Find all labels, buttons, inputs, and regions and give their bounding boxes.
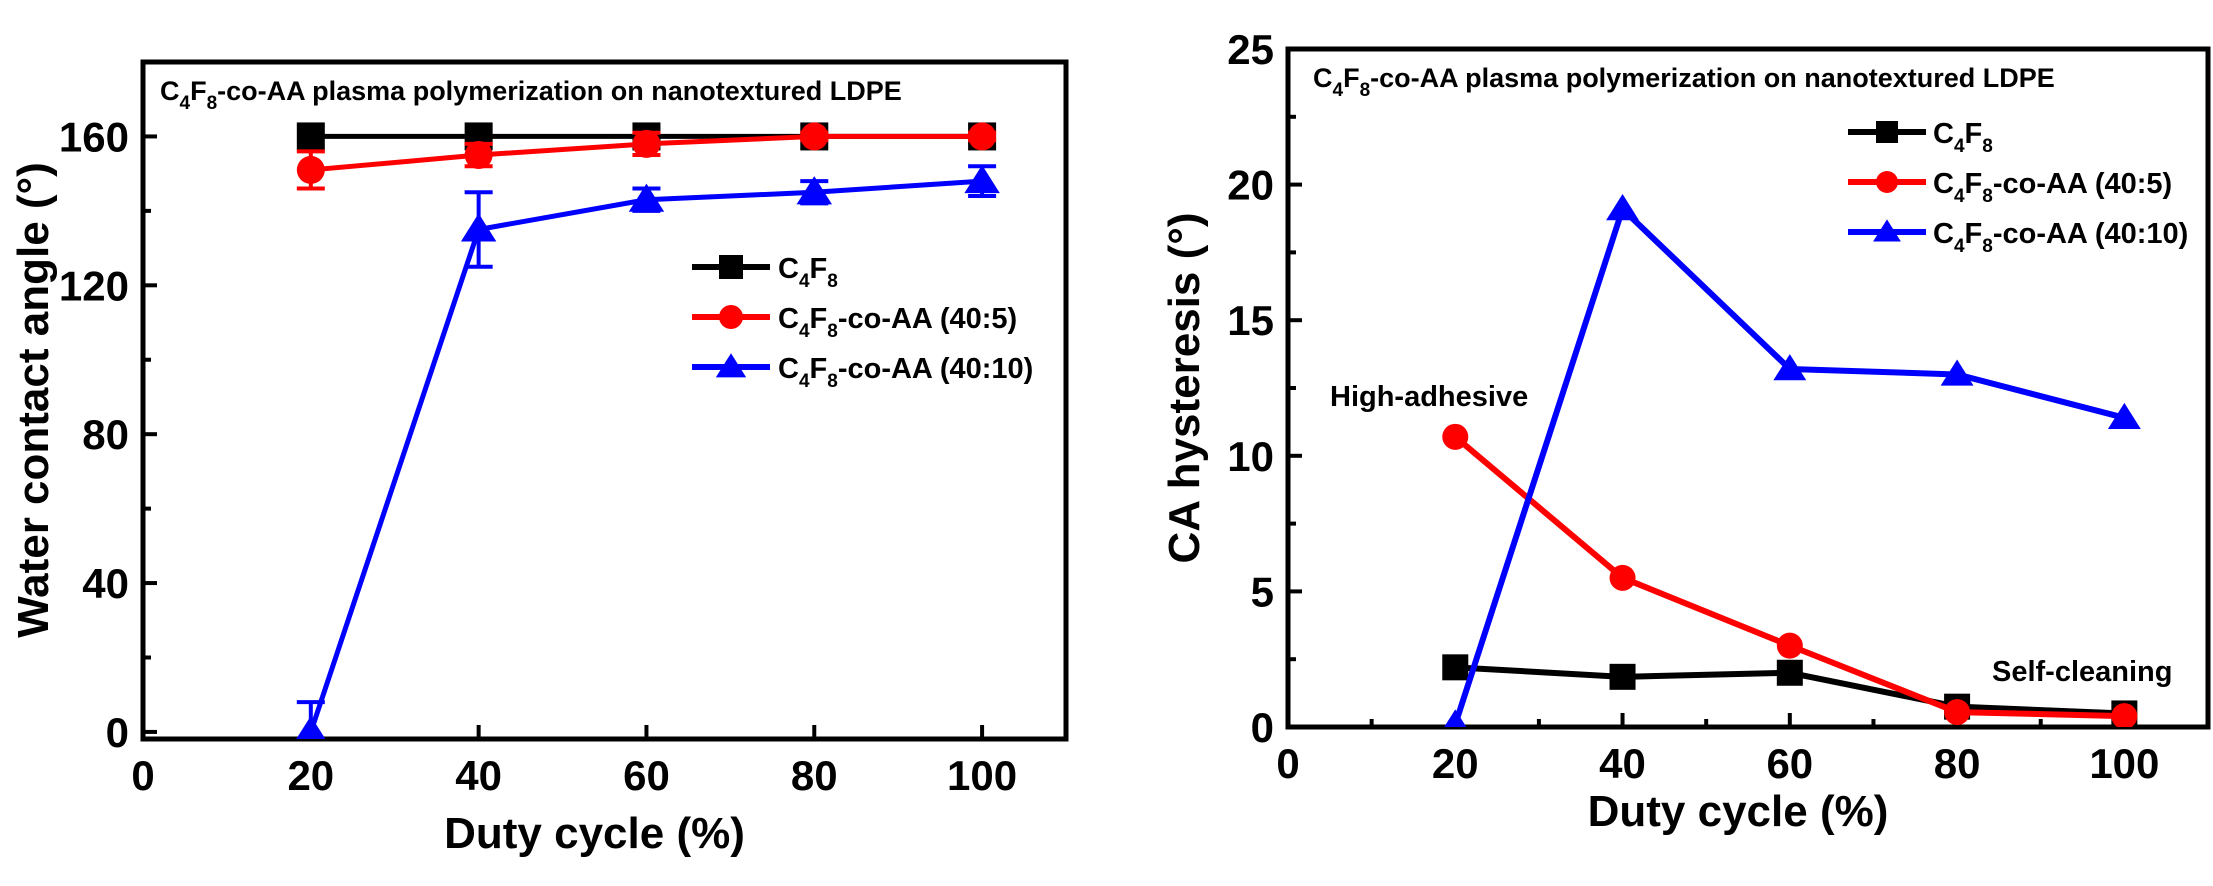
data-point (1773, 354, 1807, 381)
x-tick-label: 80 (791, 752, 838, 799)
annotation: High-adhesive (1330, 381, 1528, 413)
data-point (2111, 703, 2138, 727)
data-point (968, 122, 997, 151)
data-point (1940, 359, 1974, 386)
series-2 (1444, 194, 2141, 727)
x-tick-label: 60 (1766, 740, 1813, 787)
legend-marker (719, 305, 743, 329)
y-tick-label: 0 (1251, 704, 1274, 751)
legend-marker (1873, 219, 1901, 242)
data-point (296, 715, 326, 739)
plot-frame (140, 59, 1069, 742)
legend-label: C4F8-co-AA (40:10) (778, 353, 1033, 392)
legend-marker (1876, 171, 1898, 193)
data-point (1944, 699, 1971, 726)
data-point (1444, 709, 1467, 727)
x-tick-label: 40 (455, 752, 502, 799)
data-point (460, 213, 497, 242)
data-point (1776, 659, 1803, 686)
legend-item: C4F8-co-AA (40:10) (692, 353, 1033, 392)
data-point (1609, 663, 1636, 690)
legend-marker (1876, 121, 1898, 143)
legend-label: C4F8 (778, 253, 838, 292)
data-point (800, 122, 829, 151)
data-point (464, 141, 493, 170)
hysteresis-chart: 0 20 40 60 80 100 0 5 10 15 20 25 Duty cycle (%) CA h… (1160, 26, 2211, 836)
legend-marker (715, 353, 747, 378)
legend-marker (719, 255, 743, 279)
legend: C4F8 C4F8-co-AA (40:5) C4F8-co-AA (40:10) (1848, 118, 2188, 257)
series-1 (1442, 423, 2138, 727)
y-axis-title: CA hysteresis (°) (1160, 213, 1209, 564)
y-tick-label: 80 (82, 411, 129, 458)
annotation: Self-cleaning (1992, 656, 2173, 688)
data-point (1776, 632, 1803, 659)
legend-label: C4F8 (1933, 118, 1993, 157)
legend-item: C4F8-co-AA (40:5) (1848, 168, 2172, 207)
data-point (2107, 402, 2141, 430)
y-tick-label: 15 (1227, 297, 1274, 344)
data-point (964, 164, 1000, 194)
x-axis-title: Duty cycle (%) (1588, 787, 1889, 836)
x-tick-label: 100 (2089, 740, 2159, 787)
plot-title: C4F8-co-AA plasma polymerization on nano… (160, 76, 902, 114)
x-tick-label: 0 (1276, 740, 1299, 787)
x-tick-label: 0 (131, 752, 154, 799)
legend-label: C4F8-co-AA (40:5) (778, 303, 1017, 342)
x-tick-label: 20 (1432, 740, 1479, 787)
data-point (296, 155, 325, 184)
series-2 (296, 164, 1000, 739)
x-tick-label: 40 (1599, 740, 1646, 787)
y-tick-label: 40 (82, 560, 129, 607)
x-tick-label: 80 (1934, 740, 1981, 787)
plot-title: C4F8-co-AA plasma polymerization on nano… (1313, 63, 2055, 101)
legend-item: C4F8-co-AA (40:5) (692, 303, 1017, 342)
y-tick-label: 0 (106, 709, 129, 756)
plot-area (296, 122, 1000, 739)
y-tick-label: 20 (1227, 162, 1274, 209)
legend-label: C4F8-co-AA (40:5) (1933, 168, 2172, 207)
x-tick-label: 20 (287, 752, 334, 799)
y-axis-title: Water contact angle (°) (9, 162, 58, 638)
plot-area (1442, 194, 2141, 727)
y-tick-label: 5 (1251, 568, 1274, 615)
legend-item: C4F8 (692, 253, 838, 292)
y-tick-label: 160 (59, 113, 129, 160)
x-tick-label: 100 (947, 752, 1017, 799)
data-point (632, 129, 661, 158)
data-point (796, 176, 832, 205)
data-point (1442, 654, 1469, 681)
data-point (296, 122, 325, 151)
x-tick-label: 60 (623, 752, 670, 799)
contact-angle-chart: 0 20 40 60 80 100 0 40 80 120 160 Duty cycle (%) Wat… (9, 59, 1069, 858)
data-point (1609, 564, 1636, 591)
legend: C4F8 C4F8-co-AA (40:5) C4F8-co-AA (40:10) (692, 253, 1033, 392)
y-tick-label: 25 (1227, 26, 1274, 73)
data-point (1606, 194, 1639, 221)
y-tick-label: 10 (1227, 433, 1274, 480)
legend-label: C4F8-co-AA (40:10) (1933, 218, 2188, 257)
series-line (308, 178, 983, 733)
x-axis-title: Duty cycle (%) (444, 809, 745, 858)
y-tick-label: 120 (59, 262, 129, 309)
series-1 (296, 122, 997, 191)
data-point (628, 183, 665, 212)
data-point (1442, 423, 1469, 450)
legend-item: C4F8 (1848, 118, 1993, 157)
legend-item: C4F8-co-AA (40:10) (1848, 218, 2188, 257)
